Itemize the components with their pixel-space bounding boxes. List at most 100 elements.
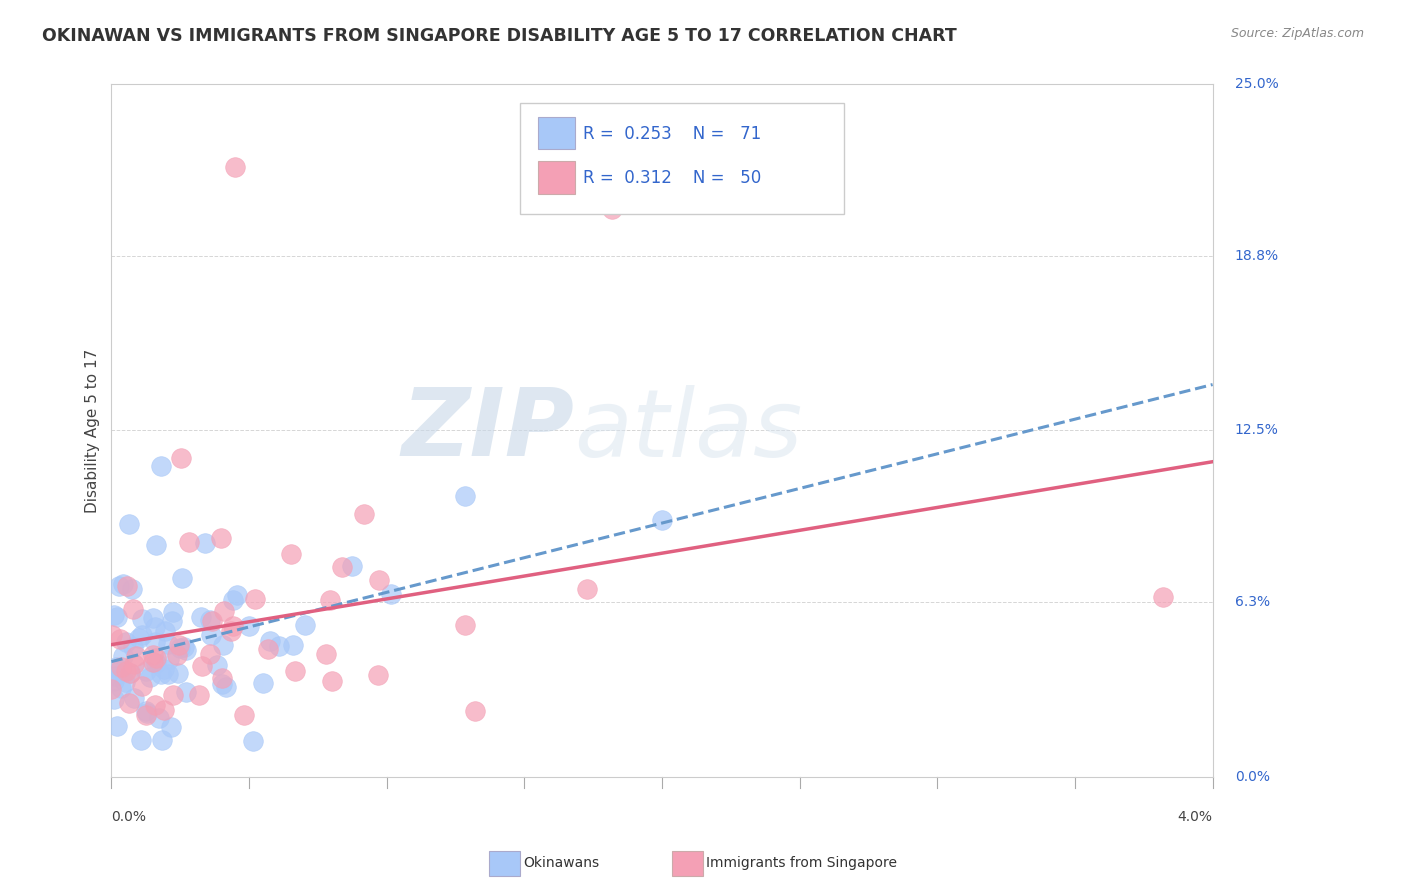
Point bbox=[177, 534, 200, 549]
Point bbox=[252, 675, 274, 690]
Point bbox=[141, 648, 163, 662]
Point bbox=[187, 689, 209, 703]
Text: 4.0%: 4.0% bbox=[1178, 810, 1212, 823]
Point bbox=[105, 660, 128, 674]
Point bbox=[201, 615, 224, 629]
Point bbox=[114, 674, 136, 689]
Point bbox=[118, 517, 141, 532]
Text: R =  0.253    N =   71: R = 0.253 N = 71 bbox=[583, 125, 762, 143]
Text: 0.0%: 0.0% bbox=[111, 810, 146, 823]
Point bbox=[267, 639, 290, 653]
Point bbox=[464, 705, 486, 719]
Text: atlas: atlas bbox=[574, 385, 803, 476]
Point bbox=[115, 664, 138, 678]
Point bbox=[153, 703, 176, 717]
Point bbox=[103, 607, 125, 622]
Point bbox=[283, 638, 305, 652]
Point bbox=[143, 620, 166, 634]
Point bbox=[111, 649, 134, 664]
Point bbox=[135, 706, 157, 720]
Point bbox=[122, 601, 145, 615]
Point bbox=[224, 161, 246, 175]
Point bbox=[380, 586, 402, 600]
Point bbox=[200, 628, 222, 642]
Text: 25.0%: 25.0% bbox=[1234, 78, 1278, 92]
Point bbox=[651, 513, 673, 527]
Point bbox=[129, 733, 152, 747]
Point bbox=[166, 648, 188, 662]
Point bbox=[174, 685, 197, 699]
Point bbox=[100, 682, 122, 697]
Point bbox=[198, 647, 221, 661]
Point bbox=[131, 628, 153, 642]
Point bbox=[319, 593, 342, 607]
Point bbox=[122, 640, 145, 655]
Y-axis label: Disability Age 5 to 17: Disability Age 5 to 17 bbox=[86, 349, 100, 513]
Point bbox=[104, 669, 127, 683]
Point bbox=[453, 618, 475, 632]
Point bbox=[148, 711, 170, 725]
Point bbox=[156, 637, 179, 651]
Point bbox=[117, 696, 139, 710]
Point bbox=[211, 671, 233, 685]
Point bbox=[120, 665, 142, 680]
Point bbox=[170, 450, 193, 465]
Point bbox=[157, 666, 180, 681]
Point bbox=[145, 538, 167, 552]
Point bbox=[131, 679, 153, 693]
Point bbox=[190, 659, 212, 673]
Point bbox=[174, 642, 197, 657]
Point bbox=[108, 665, 131, 679]
Point bbox=[110, 660, 132, 674]
Point bbox=[110, 681, 132, 695]
Text: 12.5%: 12.5% bbox=[1234, 424, 1278, 437]
Point bbox=[211, 677, 233, 691]
Point bbox=[1152, 590, 1174, 604]
Point bbox=[103, 692, 125, 706]
Point bbox=[315, 647, 337, 661]
Point bbox=[259, 633, 281, 648]
Text: 18.8%: 18.8% bbox=[1234, 249, 1278, 263]
Point bbox=[108, 632, 131, 647]
Point bbox=[150, 732, 173, 747]
Point bbox=[238, 619, 260, 633]
Point bbox=[160, 614, 183, 628]
Point bbox=[454, 489, 477, 503]
Point bbox=[190, 609, 212, 624]
Point bbox=[222, 592, 245, 607]
Point bbox=[169, 640, 191, 655]
Point bbox=[153, 662, 176, 676]
Text: Immigrants from Singapore: Immigrants from Singapore bbox=[706, 856, 897, 871]
Point bbox=[280, 547, 302, 561]
Point bbox=[121, 582, 143, 596]
Point bbox=[173, 640, 195, 654]
Text: Source: ZipAtlas.com: Source: ZipAtlas.com bbox=[1230, 27, 1364, 40]
Point bbox=[135, 704, 157, 718]
Point bbox=[211, 638, 233, 652]
Point bbox=[172, 571, 194, 585]
Point bbox=[149, 459, 172, 474]
Point bbox=[115, 635, 138, 649]
Point bbox=[145, 651, 167, 665]
Point bbox=[162, 688, 184, 702]
Point bbox=[111, 577, 134, 591]
Point bbox=[115, 579, 138, 593]
Point bbox=[122, 690, 145, 705]
Point bbox=[353, 508, 375, 522]
Point bbox=[198, 614, 221, 628]
Point bbox=[367, 668, 389, 682]
Point bbox=[142, 655, 165, 669]
Point bbox=[257, 641, 280, 656]
Text: 0.0%: 0.0% bbox=[1234, 770, 1270, 783]
Point bbox=[131, 612, 153, 626]
Point bbox=[602, 202, 624, 216]
Point bbox=[294, 618, 316, 632]
Point bbox=[167, 665, 190, 680]
Point bbox=[219, 624, 242, 639]
Point bbox=[232, 708, 254, 723]
Point bbox=[122, 657, 145, 671]
Point bbox=[145, 656, 167, 670]
Point bbox=[150, 666, 173, 681]
Point bbox=[142, 611, 165, 625]
Point bbox=[143, 698, 166, 712]
